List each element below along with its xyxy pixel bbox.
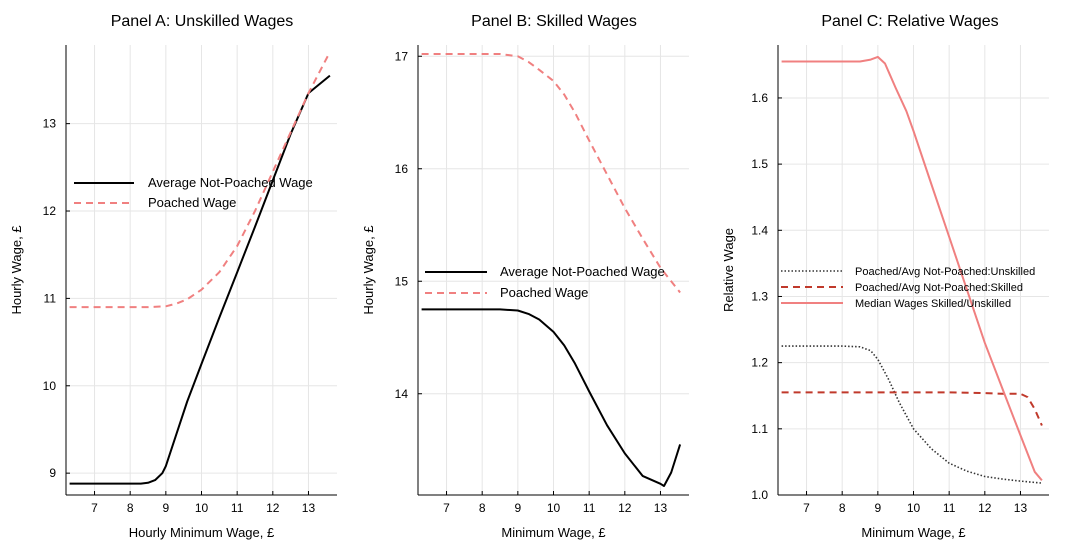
panel-3: 7 8 9 10 11 12 13 1.0 1.1 1.2 1.3 1.4 1.5 1.6 Panel C:… xyxy=(721,13,1049,540)
y-tick-label: 12 xyxy=(43,204,57,218)
x-tick-label: 13 xyxy=(302,501,316,515)
x-tick-label: 10 xyxy=(907,501,921,515)
x-tick-label: 8 xyxy=(127,501,134,515)
x-tick-label: 12 xyxy=(978,501,992,515)
legend-label: Poached/Avg Not-Poached:Skilled xyxy=(855,282,1023,294)
legend: Average Not-Poached Wage Poached Wage xyxy=(74,175,313,210)
x-tick-label: 10 xyxy=(547,501,561,515)
y-tick-label: 9 xyxy=(49,466,56,480)
x-tick-label: 12 xyxy=(618,501,632,515)
y-tick-label: 1.4 xyxy=(751,223,768,237)
x-tick-label: 9 xyxy=(162,501,169,515)
legend-label: Poached Wage xyxy=(500,285,588,300)
x-axis-label: Minimum Wage, £ xyxy=(861,525,966,540)
panel-2: 7 8 9 10 11 12 13 14 15 16 17 Panel B: Skilled Wage… xyxy=(361,13,689,540)
panel-1: 7 8 9 10 11 12 13 9 10 11 12 13 Panel A: Unskilled W… xyxy=(9,13,337,540)
series-line-1 xyxy=(781,345,1042,484)
y-tick-label: 1.0 xyxy=(751,488,768,502)
x-tick-label: 7 xyxy=(91,501,98,515)
panel-title: Panel B: Skilled Wages xyxy=(471,13,637,30)
y-tick-label: 1.1 xyxy=(751,422,768,436)
series-line-2 xyxy=(69,51,331,309)
x-tick-label: 12 xyxy=(266,501,280,515)
y-tick-label: 16 xyxy=(395,162,409,176)
legend-label: Average Not-Poached Wage xyxy=(500,264,665,279)
y-tick-label: 13 xyxy=(43,117,57,131)
legend: Poached/Avg Not-Poached:Unskilled Poached… xyxy=(781,266,1035,310)
x-axis-label: Minimum Wage, £ xyxy=(501,525,606,540)
x-tick-label: 7 xyxy=(803,501,810,515)
legend-label: Average Not-Poached Wage xyxy=(148,175,313,190)
y-axis-label: Relative Wage xyxy=(721,228,736,312)
y-axis-label: Hourly Wage, £ xyxy=(9,225,24,315)
series-line-3 xyxy=(781,55,1043,482)
x-tick-label: 11 xyxy=(943,501,956,515)
y-axis-label: Hourly Wage, £ xyxy=(361,225,376,315)
series-line-2 xyxy=(781,391,1043,426)
x-axis-label: Hourly Minimum Wage, £ xyxy=(129,525,275,540)
series-line-2 xyxy=(421,53,681,294)
panel-title: Panel C: Relative Wages xyxy=(821,13,998,30)
legend-label: Median Wages Skilled/Unskilled xyxy=(855,298,1011,310)
x-tick-label: 11 xyxy=(583,501,596,515)
x-tick-label: 8 xyxy=(479,501,486,515)
panel-title: Panel A: Unskilled Wages xyxy=(111,13,294,30)
y-tick-label: 1.5 xyxy=(751,157,768,171)
x-tick-label: 7 xyxy=(443,501,450,515)
x-tick-label: 9 xyxy=(874,501,881,515)
x-tick-label: 11 xyxy=(231,501,244,515)
legend-label: Poached/Avg Not-Poached:Unskilled xyxy=(855,266,1035,278)
series-line-1 xyxy=(421,308,682,487)
x-tick-label: 9 xyxy=(514,501,521,515)
x-tick-label: 8 xyxy=(839,501,846,515)
x-tick-label: 10 xyxy=(195,501,209,515)
legend-label: Poached Wage xyxy=(148,195,236,210)
y-tick-label: 15 xyxy=(395,274,409,288)
y-tick-label: 14 xyxy=(395,387,409,401)
x-tick-label: 13 xyxy=(654,501,668,515)
y-tick-label: 11 xyxy=(44,291,57,305)
x-tick-label: 13 xyxy=(1014,501,1028,515)
y-tick-label: 17 xyxy=(395,49,409,63)
y-tick-label: 1.3 xyxy=(751,289,768,303)
y-tick-label: 10 xyxy=(43,379,57,393)
series-line-1 xyxy=(69,74,331,485)
y-tick-label: 1.2 xyxy=(751,356,768,370)
y-tick-label: 1.6 xyxy=(751,91,768,105)
legend: Average Not-Poached Wage Poached Wage xyxy=(425,264,665,300)
